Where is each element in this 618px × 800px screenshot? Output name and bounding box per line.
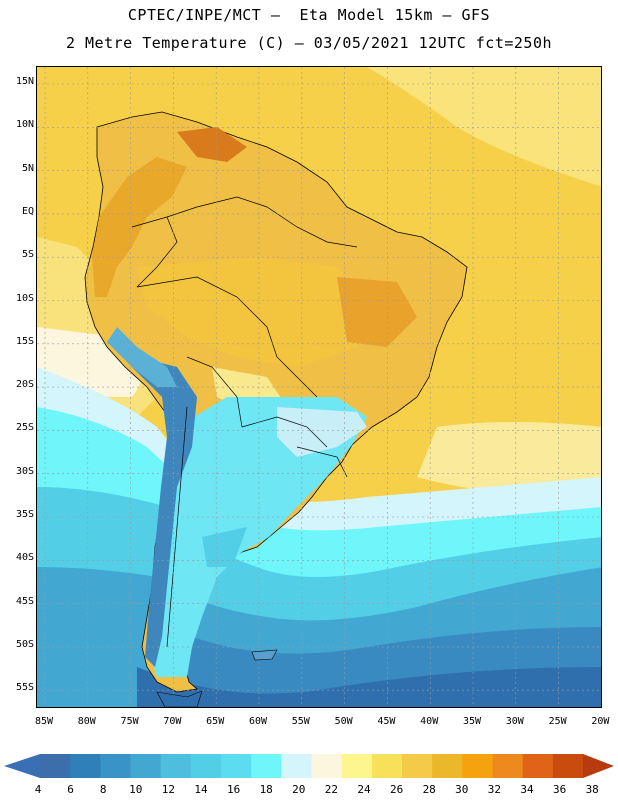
longitude-tick-label: 65W bbox=[206, 716, 225, 727]
colorbar-swatch bbox=[552, 754, 584, 778]
longitude-tick-label: 35W bbox=[462, 716, 482, 727]
colorbar-low-arrow bbox=[4, 754, 40, 778]
latitude-tick-label: 40S bbox=[15, 552, 34, 564]
colorbar-swatch bbox=[522, 754, 554, 778]
central-brazil-hot-zone bbox=[337, 277, 417, 347]
colorbar-swatch bbox=[492, 754, 524, 778]
andes-central-cold-zone bbox=[107, 327, 177, 387]
latitude-tick-label: 45S bbox=[15, 595, 34, 607]
latitude-tick-label: 15S bbox=[15, 335, 34, 347]
longitude-tick-label: 40W bbox=[420, 716, 439, 727]
colorbar-tick-label: 26 bbox=[389, 783, 404, 796]
colorbar-tick-label: 12 bbox=[161, 783, 176, 796]
tierra-del-fuego bbox=[156, 690, 203, 707]
border-line bbox=[276, 356, 318, 398]
longitude-tick-label: 80W bbox=[77, 716, 96, 727]
border-line bbox=[136, 216, 178, 288]
colorbar-swatches bbox=[40, 754, 584, 778]
colorbar-swatch bbox=[100, 754, 131, 778]
venezuela-hot-spot bbox=[177, 127, 247, 162]
falkland-islands bbox=[251, 649, 278, 661]
colorbar-swatch bbox=[402, 754, 433, 778]
border-line bbox=[186, 356, 243, 428]
colorbar-tick-label: 6 bbox=[67, 783, 74, 796]
south-brazil-mild-zone bbox=[277, 407, 367, 457]
border-line bbox=[236, 196, 358, 248]
latitude-tick-label: 10S bbox=[15, 292, 34, 304]
latitude-tick-label: EQ bbox=[21, 205, 34, 217]
longitude-tick-label: 25W bbox=[548, 716, 567, 727]
latitude-tick-label: 55S bbox=[15, 682, 34, 694]
colorbar-tick-label: 24 bbox=[357, 783, 371, 796]
latitude-tick-label: 10N bbox=[15, 119, 34, 131]
longitude-tick-label: 45W bbox=[377, 716, 396, 727]
colorbar-swatch bbox=[371, 754, 403, 778]
border-line bbox=[131, 196, 238, 228]
colorbar-tick-label: 18 bbox=[259, 783, 273, 796]
latitude-tick-label: 25S bbox=[15, 422, 34, 434]
temperature-map bbox=[36, 66, 602, 708]
longitude-tick-label: 55W bbox=[291, 716, 310, 727]
temperature-colorbar bbox=[4, 754, 614, 778]
colorbar-tick-label: 30 bbox=[455, 783, 469, 796]
colorbar-swatch bbox=[40, 754, 71, 778]
longitude-tick-label: 50W bbox=[334, 716, 353, 727]
border-line bbox=[136, 276, 278, 358]
colorbar-tick-label: 8 bbox=[99, 783, 107, 796]
ocean-pale-band bbox=[367, 67, 601, 187]
colorbar-swatch bbox=[160, 754, 192, 778]
colorbar-swatch bbox=[70, 754, 101, 778]
colorbar-tick-label: 32 bbox=[487, 783, 502, 796]
longitude-tick-label: 75W bbox=[120, 716, 139, 727]
colorbar-tick-label: 22 bbox=[324, 783, 339, 796]
latitude-tick-label: 5S bbox=[21, 249, 34, 261]
map-canvas bbox=[37, 67, 601, 707]
border-line bbox=[241, 416, 328, 448]
latitude-tick-label: 20S bbox=[15, 379, 34, 391]
colorbar-tick-label: 10 bbox=[129, 783, 143, 796]
colorbar-high-arrow bbox=[583, 754, 614, 778]
colorbar-swatch bbox=[251, 754, 282, 778]
southern-cone-cool-zone bbox=[147, 397, 367, 677]
colorbar-tick-label: 16 bbox=[226, 783, 241, 796]
colorbar-swatch bbox=[462, 754, 493, 778]
colorbar-swatch bbox=[341, 754, 373, 778]
colorbar-tick-label: 20 bbox=[292, 783, 306, 796]
colorbar-swatch bbox=[432, 754, 463, 778]
country-borders bbox=[131, 196, 358, 648]
amazon-warm-zone bbox=[137, 257, 377, 367]
graticule bbox=[37, 67, 601, 707]
andes-south-cold-zone bbox=[117, 347, 197, 667]
longitude-tick-label: 70W bbox=[163, 716, 182, 727]
ocean-darkest-blue bbox=[137, 667, 601, 707]
colorbar-tick-label: 36 bbox=[552, 783, 567, 796]
latitude-tick-label: 50S bbox=[15, 638, 34, 650]
patagonia-zone bbox=[202, 527, 247, 567]
colorbar-tick-label: 28 bbox=[422, 783, 436, 796]
colorbar-tick-label: 4 bbox=[34, 783, 42, 796]
colorbar-swatch bbox=[311, 754, 343, 778]
colorbar-tick-label: 34 bbox=[520, 783, 534, 796]
latitude-tick-label: 30S bbox=[15, 465, 34, 477]
border-line bbox=[296, 446, 348, 478]
longitude-tick-label: 85W bbox=[34, 716, 54, 727]
colorbar-swatch bbox=[221, 754, 252, 778]
latitude-tick-label: 5N bbox=[21, 162, 34, 174]
colorbar-swatch bbox=[130, 754, 162, 778]
latitude-tick-label: 35S bbox=[15, 509, 34, 520]
border-line bbox=[166, 406, 188, 648]
ocean-yellow-band bbox=[417, 422, 601, 497]
colorbar-swatch bbox=[281, 754, 312, 778]
longitude-tick-label: 30W bbox=[505, 716, 524, 727]
longitude-tick-label: 60W bbox=[248, 716, 268, 727]
colorbar-tick-label: 14 bbox=[194, 783, 208, 796]
colorbar-tick-label: 38 bbox=[585, 783, 599, 796]
map-subtitle: 2 Metre Temperature (C) – 03/05/2021 12U… bbox=[65, 34, 553, 52]
latitude-tick-label: 15N bbox=[15, 76, 34, 87]
andes-north-warm-zone bbox=[92, 157, 187, 297]
map-title: CPTEC/INPE/MCT – Eta Model 15km – GFS bbox=[127, 6, 491, 24]
colorbar-swatch bbox=[190, 754, 222, 778]
longitude-tick-label: 20W bbox=[591, 716, 610, 727]
